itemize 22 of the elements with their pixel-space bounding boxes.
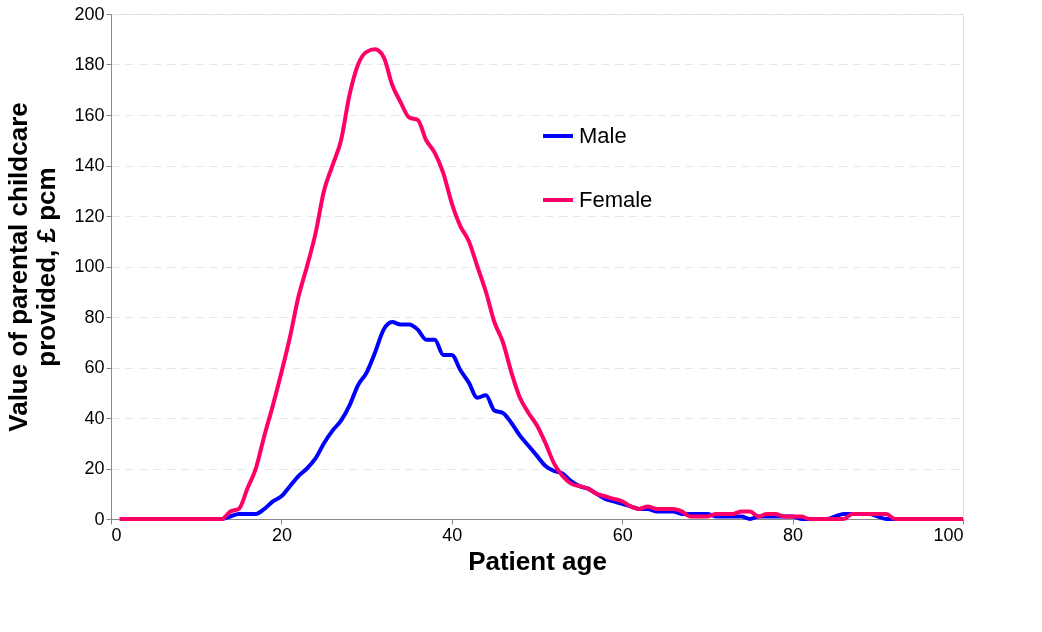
y-axis-title: Value of parental childcare provided, £ pcm [3,102,62,432]
x-axis-title: Patient age [468,545,607,576]
x-tick-label: 20 [271,524,292,545]
y-tick-label: 40 [84,407,105,428]
legend-label: Male [579,123,627,148]
x-tick-label: 60 [612,524,633,545]
legend-label: Female [579,187,653,212]
y-tick-label: 140 [74,155,105,175]
y-tick-label: 60 [84,357,105,377]
y-tick-label: 160 [74,104,105,125]
y-tick-label: 200 [74,3,105,24]
x-tick-label: 0 [111,524,122,545]
y-tick-label: 100 [74,256,105,276]
y-tick-label: 20 [84,458,105,478]
x-tick-label: 100 [933,524,964,545]
x-tick-label: 80 [783,524,804,545]
y-tick-label: 80 [84,306,105,327]
y-tick-label: 120 [74,205,105,226]
y-tick-label: 180 [74,54,105,74]
line-series [117,47,965,521]
x-tick-label: 40 [442,524,463,545]
y-tick-label: 0 [94,508,105,529]
